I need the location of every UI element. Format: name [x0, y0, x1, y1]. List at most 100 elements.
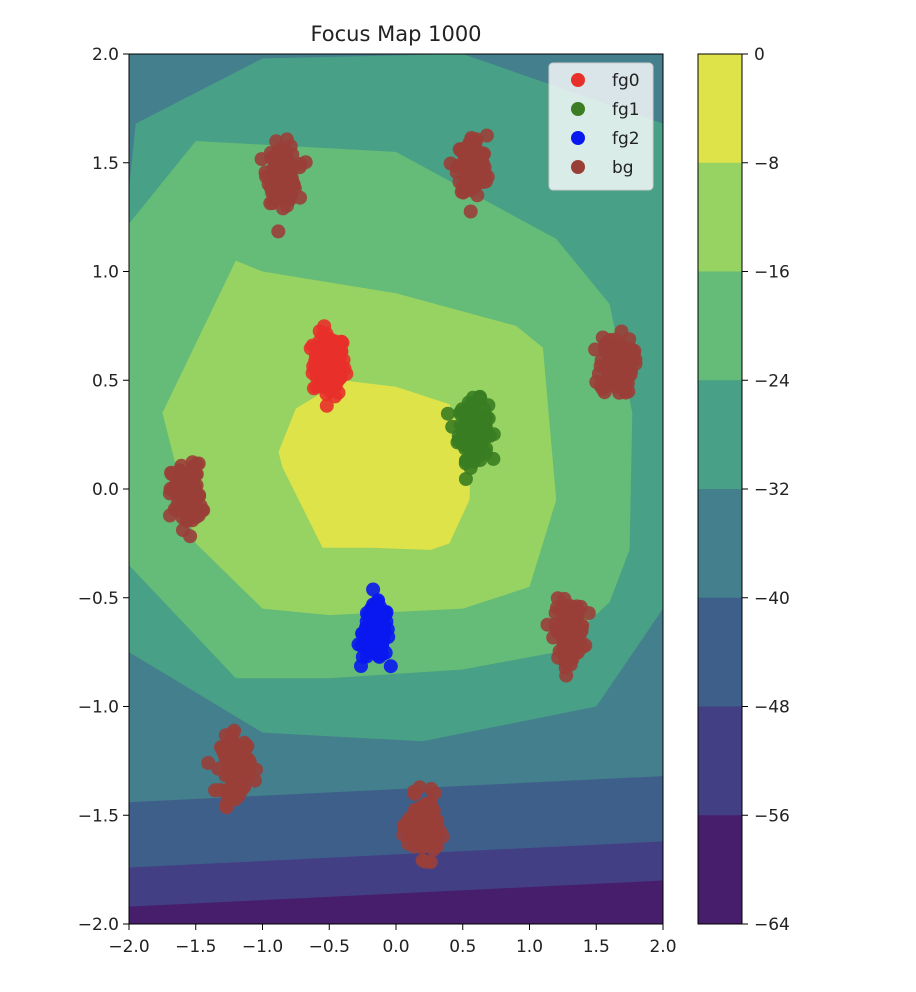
scatter-point: [312, 324, 327, 339]
scatter-point: [232, 762, 247, 777]
x-tick-label: 0.5: [449, 937, 476, 957]
scatter-point: [263, 145, 278, 160]
legend-marker-fg0: [571, 73, 585, 87]
scatter-point: [195, 503, 210, 518]
scatter-point: [273, 159, 288, 174]
scatter-point: [228, 792, 243, 807]
scatter-point: [413, 824, 428, 839]
y-tick-label: 0.5: [92, 371, 119, 391]
legend-label-fg0: fg0: [612, 71, 640, 91]
plot-area: [128, 53, 664, 925]
scatter-point: [595, 330, 610, 345]
legend-marker-bg: [571, 160, 585, 174]
scatter-point: [240, 739, 255, 754]
colorbar-tick-label: −8: [754, 154, 779, 174]
x-tick-label: 0.0: [382, 937, 409, 957]
legend-marker-fg2: [571, 131, 585, 145]
scatter-point: [423, 855, 438, 869]
chart-title: Focus Map 1000: [310, 22, 481, 46]
x-tick-label: −0.5: [309, 937, 350, 957]
y-tick-label: 0.0: [92, 480, 119, 500]
scatter-point: [443, 156, 458, 171]
y-tick-label: −2.0: [78, 915, 119, 935]
scatter-point: [558, 660, 573, 675]
scatter-point: [455, 424, 470, 439]
legend-label-fg1: fg1: [612, 100, 640, 120]
scatter-point: [607, 332, 622, 347]
scatter-point: [553, 603, 568, 618]
x-tick-label: 1.5: [583, 937, 610, 957]
x-tick-label: −1.5: [175, 937, 216, 957]
y-tick-label: 2.0: [92, 45, 119, 65]
colorbar-tick-label: 0: [754, 45, 765, 65]
legend-label-fg2: fg2: [612, 129, 640, 149]
scatter-point: [467, 416, 481, 431]
scatter-point: [556, 643, 571, 658]
x-tick-label: −2.0: [108, 937, 149, 957]
x-tick-label: −1.0: [242, 937, 283, 957]
scatter-point: [371, 593, 386, 608]
scatter-point: [227, 723, 242, 738]
x-tick-label: 2.0: [649, 937, 676, 957]
scatter-point: [407, 784, 422, 799]
scatter-point: [314, 377, 329, 392]
scatter-point: [459, 453, 474, 468]
scatter-point: [593, 358, 608, 373]
scatter-point: [473, 444, 488, 459]
y-tick-label: −0.5: [78, 589, 119, 609]
scatter-point: [469, 132, 484, 147]
scatter-point: [404, 812, 419, 827]
scatter-point: [271, 224, 286, 239]
scatter-point: [370, 608, 385, 623]
colorbar-band: [698, 706, 742, 816]
scatter-point: [366, 582, 381, 597]
scatter-point: [211, 761, 226, 776]
legend: fg0 fg1 fg2 bg: [548, 62, 654, 191]
scatter-point: [233, 778, 248, 793]
scatter-point: [461, 395, 476, 410]
scatter-point: [323, 354, 338, 369]
colorbar-band: [698, 815, 742, 925]
colorbar-tick-label: −56: [754, 806, 790, 826]
scatter-point: [428, 834, 442, 849]
scatter-point: [319, 398, 334, 413]
colorbar-band: [698, 597, 742, 707]
colorbar-tick-label: −40: [754, 589, 790, 609]
scatter-point: [550, 624, 565, 638]
scatter-point: [183, 529, 198, 544]
legend-label-bg: bg: [612, 158, 634, 178]
scatter-point: [458, 472, 473, 486]
colorbar-band: [698, 271, 742, 381]
scatter-point: [367, 625, 382, 640]
scatter-point: [303, 341, 318, 356]
scatter-point: [473, 391, 488, 406]
scatter-point: [456, 185, 471, 200]
scatter-point: [612, 361, 627, 376]
scatter-points: [162, 128, 643, 869]
legend-marker-fg1: [571, 102, 585, 116]
colorbar-tick-label: −32: [754, 480, 790, 500]
scatter-point: [608, 379, 623, 394]
colorbar-band: [698, 162, 742, 272]
scatter-point: [478, 421, 493, 436]
x-axis: −2.0 −1.5 −1.0 −0.5 0.0 0.5 1.0 1.5 2.0: [108, 924, 677, 957]
scatter-point: [479, 128, 494, 143]
scatter-point: [427, 786, 442, 801]
contour-region: [278, 380, 471, 550]
x-tick-label: 1.0: [516, 937, 543, 957]
y-tick-label: −1.5: [78, 806, 119, 826]
colorbar-tick-label: −24: [754, 371, 790, 391]
colorbar: 0 −8 −16 −24 −32 −40 −48 −56 −64: [697, 45, 790, 935]
legend-box: [548, 62, 654, 191]
scatter-point: [274, 141, 289, 156]
scatter-point: [570, 645, 585, 660]
scatter-point: [280, 198, 294, 213]
scatter-point: [277, 174, 292, 189]
y-tick-label: 1.5: [92, 154, 119, 174]
colorbar-band: [698, 54, 742, 164]
scatter-point: [249, 762, 263, 777]
scatter-point: [465, 154, 480, 169]
scatter-point: [292, 160, 307, 175]
colorbar-band: [698, 489, 742, 599]
